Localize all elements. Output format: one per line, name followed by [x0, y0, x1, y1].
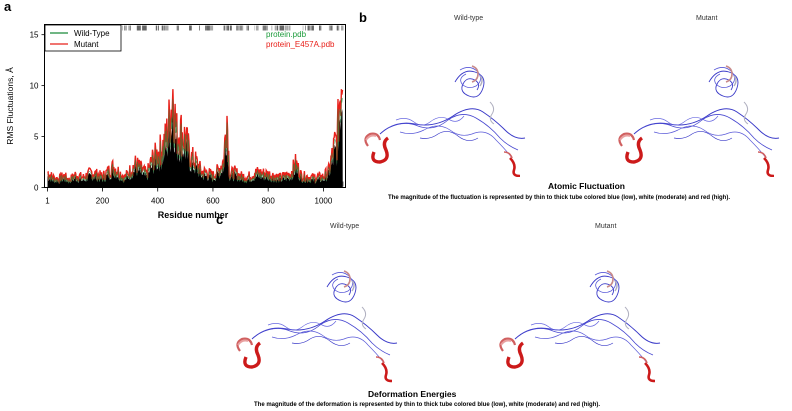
y-tick-label: 0 — [34, 184, 39, 193]
rug-mark — [274, 25, 277, 31]
rug-mark — [279, 25, 282, 31]
panel-letter-c: c — [216, 212, 224, 227]
rug-mark — [338, 25, 340, 31]
rug-mark — [145, 25, 147, 31]
rug-mark — [240, 25, 242, 31]
rug-mark — [130, 25, 131, 31]
rug-mark — [163, 25, 165, 31]
rug-mark — [189, 25, 192, 31]
fluct-mutant-label: Mutant — [696, 15, 718, 22]
rug-mark — [328, 25, 331, 31]
legend: Wild-Type Mutant — [44, 24, 122, 52]
rug-mark — [281, 25, 282, 31]
rug-mark — [284, 25, 287, 31]
rug-mark — [144, 25, 147, 31]
rug-mark — [124, 25, 125, 31]
rug-mark — [265, 25, 268, 31]
y-tick-label: 5 — [34, 133, 39, 142]
rug-mark — [227, 25, 229, 31]
panel-letter-b: b — [359, 10, 367, 25]
rug-mark — [265, 25, 267, 31]
rug-mark — [320, 25, 322, 31]
rug-mark — [307, 25, 310, 31]
pdb-label-mutant: protein_E457A.pdb — [266, 40, 335, 49]
x-axis-label: Residue number — [158, 210, 229, 220]
rug-mark — [206, 25, 210, 31]
pdb-label-wildtype: protein.pdb — [266, 30, 307, 39]
x-tick-label: 800 — [261, 197, 275, 206]
deform-mutant-label: Mutant — [595, 223, 617, 230]
rug-mark — [128, 25, 131, 31]
rug-mark — [256, 25, 259, 31]
fluct-wildtype-structure — [363, 64, 527, 177]
rug-mark — [223, 25, 225, 31]
rug-mark — [164, 25, 166, 31]
rug-mark — [241, 25, 244, 31]
fluct-mutant-structure — [617, 64, 781, 177]
rug-mark — [142, 25, 144, 31]
rug-mark — [163, 25, 164, 31]
rug-mark — [341, 25, 344, 31]
x-tick-label: 200 — [96, 197, 110, 206]
x-tick-label: 1000 — [315, 197, 333, 206]
rug-mark — [166, 25, 169, 31]
rug-mark — [177, 25, 179, 31]
y-axis-label: RMS Fluctuations, Å — [5, 67, 15, 145]
rug-mark — [336, 25, 339, 31]
rug-mark — [311, 25, 314, 31]
x-tick-label: 400 — [151, 197, 165, 206]
rug-mark — [157, 25, 159, 31]
fluct-title: Atomic Fluctuation — [548, 181, 625, 191]
rug-mark — [254, 25, 256, 31]
rug-mark — [139, 25, 141, 31]
x-tick-label: 600 — [206, 197, 220, 206]
deform-title: Deformation Energies — [368, 389, 457, 399]
rug-mark — [212, 25, 214, 31]
rug-mark — [241, 25, 242, 31]
fluct-note: The magnitude of the fluctuation is repr… — [388, 195, 731, 201]
rug-mark — [275, 25, 277, 31]
rug-mark — [305, 25, 306, 31]
legend-wildtype-label: Wild-Type — [74, 29, 110, 38]
legend-box — [44, 24, 122, 52]
rug-mark — [288, 25, 291, 31]
wildtype-line — [47, 97, 343, 184]
rug-mark — [224, 25, 226, 31]
legend-mutant-label: Mutant — [74, 40, 99, 49]
rug-mark — [246, 25, 249, 31]
rug-mark — [271, 25, 273, 31]
rug-mark — [165, 25, 168, 31]
deform-note: The magnitude of the deformation is repr… — [254, 402, 601, 408]
y-axis: 0 5 10 15 — [30, 31, 45, 193]
rug-mark — [236, 25, 238, 31]
rug-mark — [319, 25, 321, 31]
rug-mark — [209, 25, 213, 31]
y-tick-label: 10 — [30, 82, 39, 91]
rug-mark — [239, 25, 241, 31]
y-tick-label: 15 — [30, 31, 39, 40]
rug-mark — [199, 25, 200, 31]
deform-mutant-structure — [498, 269, 662, 383]
rug-mark — [302, 25, 304, 31]
rug-mark — [276, 25, 279, 31]
rug-mark — [330, 25, 332, 31]
rug-mark — [286, 25, 289, 31]
x-axis: 1 200 400 600 800 1000 — [45, 187, 333, 206]
deform-wildtype-structure — [235, 269, 399, 383]
panel-letter-a: a — [4, 0, 12, 14]
rug-mark — [122, 25, 123, 31]
rug-mark — [227, 25, 230, 31]
deform-wildtype-label: Wild-type — [330, 223, 360, 230]
rug-mark — [237, 25, 240, 31]
rug-mark — [229, 25, 232, 31]
x-tick-label: 1 — [45, 197, 50, 206]
rug-mark — [247, 25, 249, 31]
rug-mark — [125, 25, 127, 31]
rug-mark — [281, 25, 285, 31]
rug-mark — [205, 25, 206, 31]
fluct-wildtype-label: Wild-type — [454, 15, 484, 22]
rug-mark — [155, 25, 157, 31]
rug-mark — [136, 25, 140, 31]
